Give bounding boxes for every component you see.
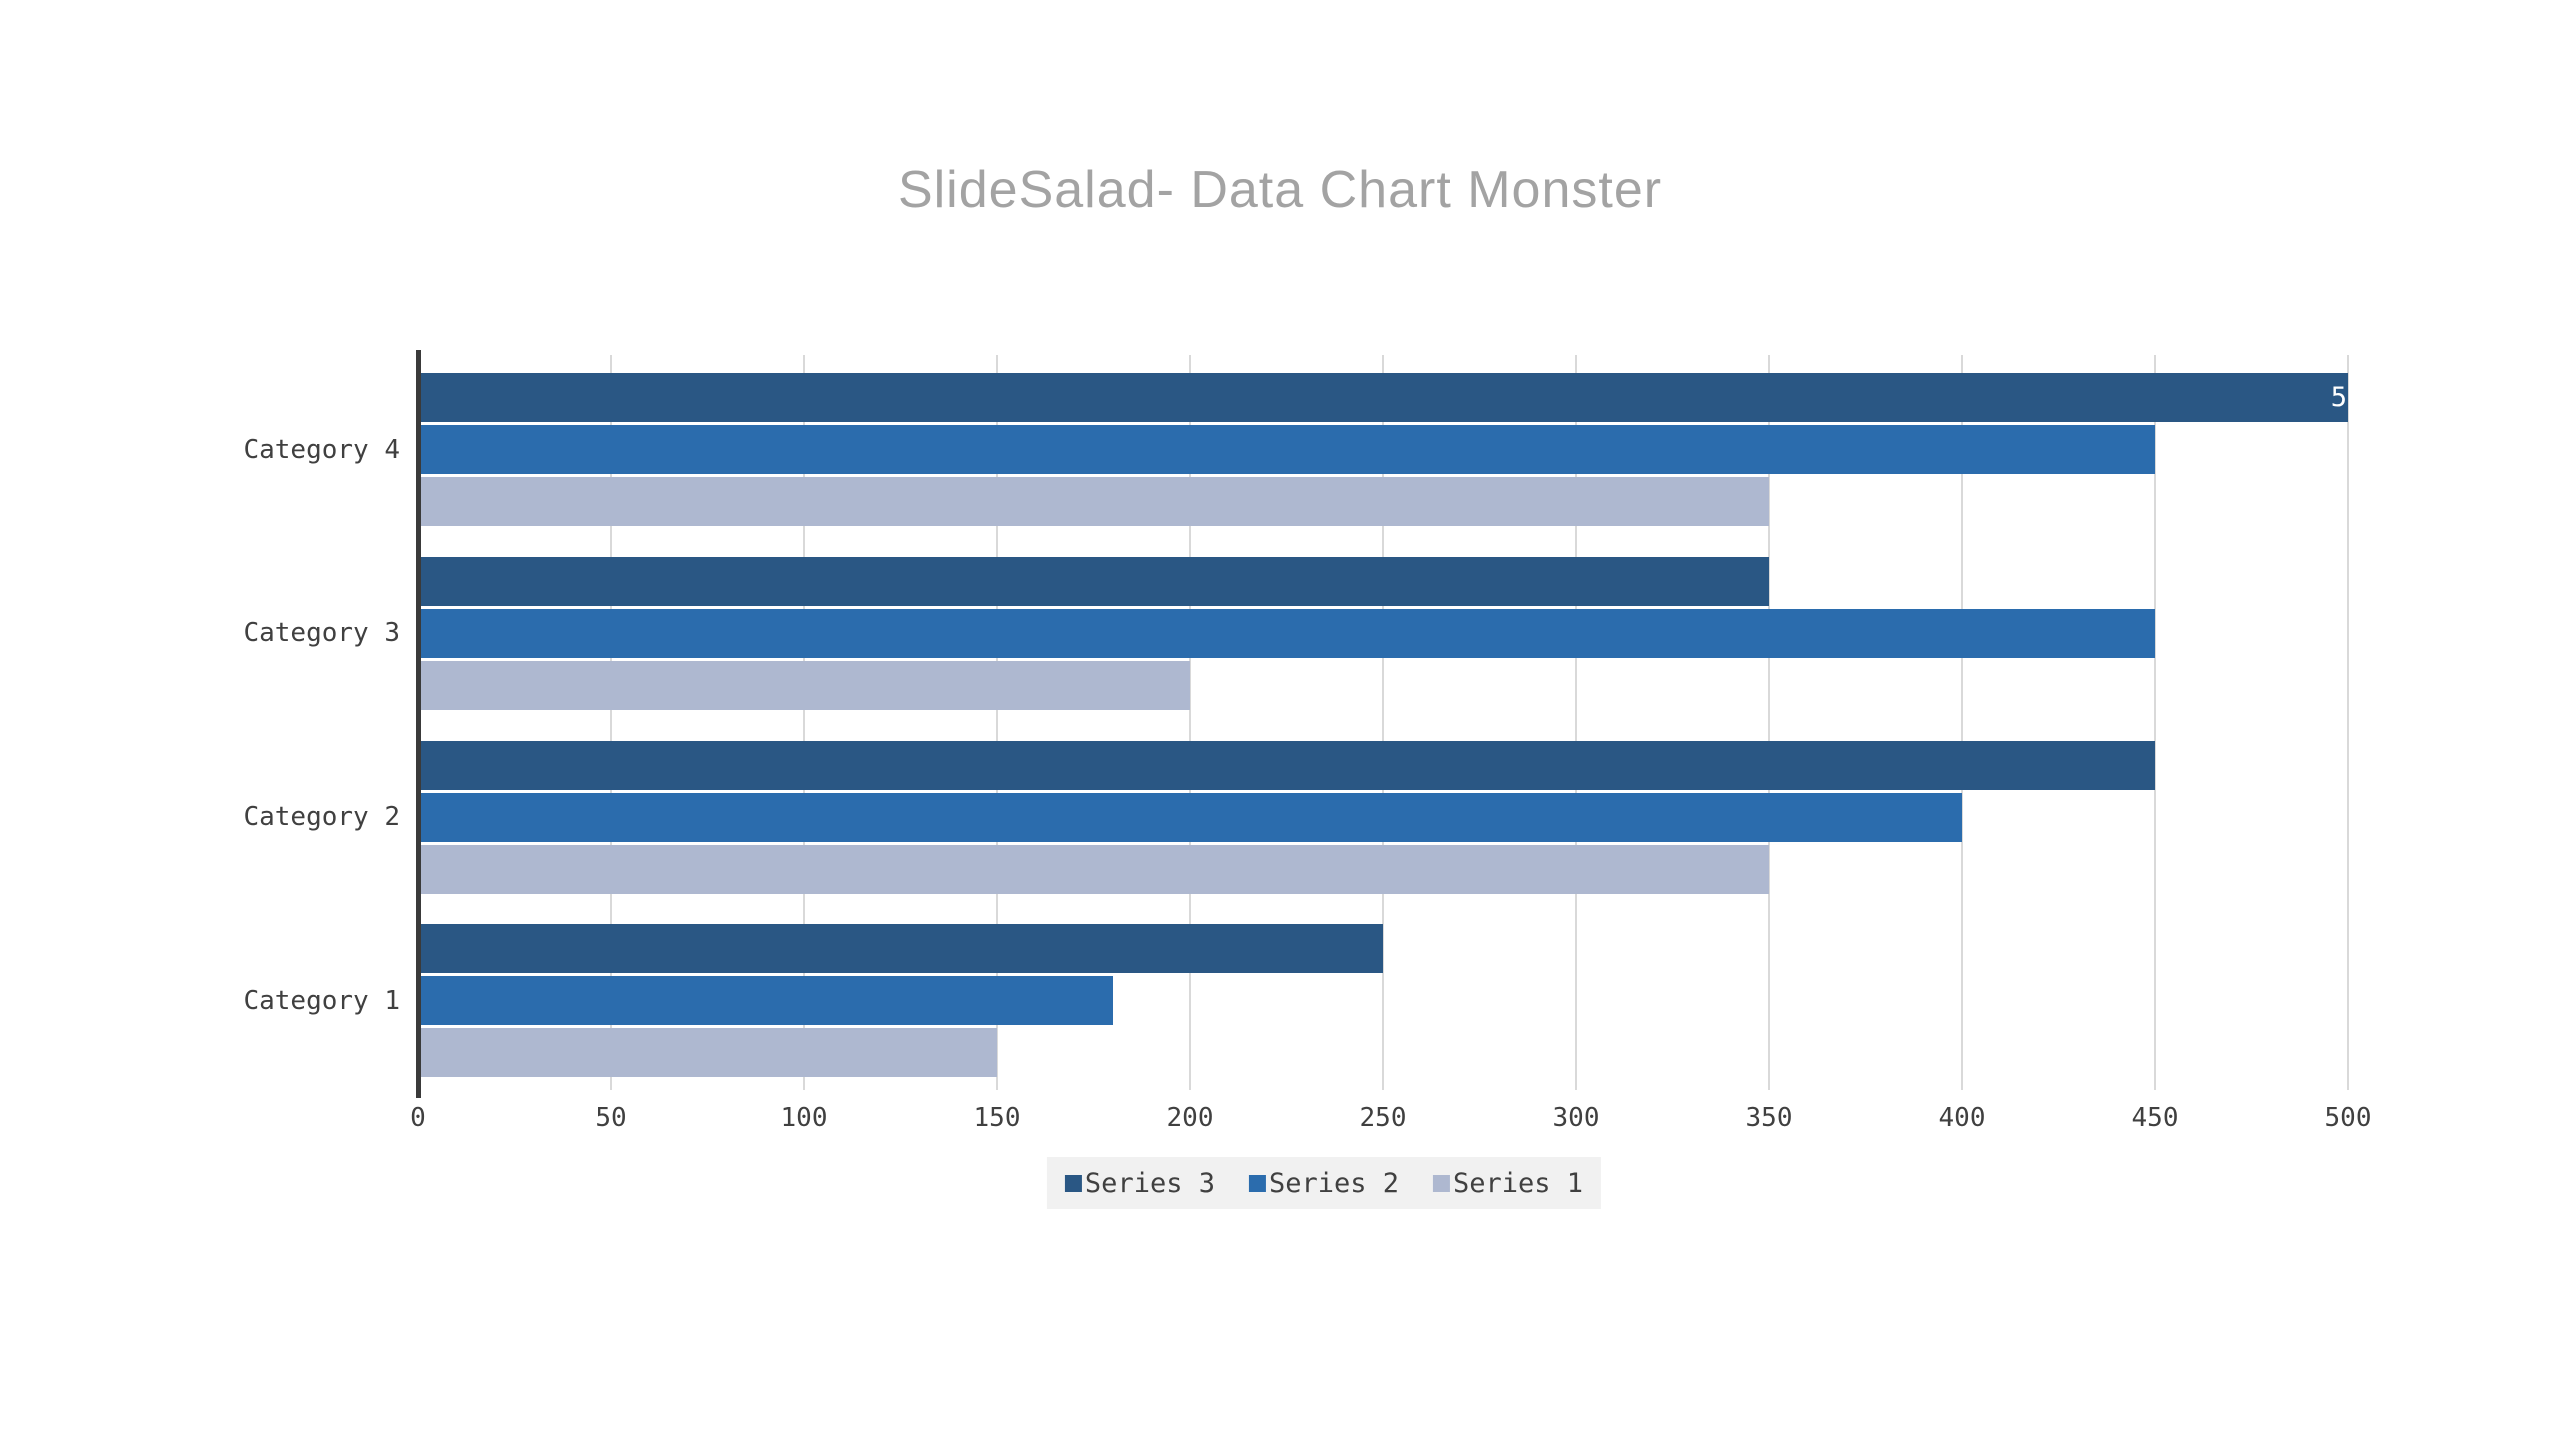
category-label-category-3: Category 3 [243, 618, 400, 649]
x-tick-label-500: 500 [2324, 1103, 2372, 1133]
bar-category-2-series-1[interactable] [418, 844, 1769, 894]
gridline-450 [2154, 355, 2156, 1090]
bar-category-2-series-2[interactable] [418, 792, 1962, 842]
x-tick-label-100: 100 [780, 1103, 828, 1133]
x-tick-label-450: 450 [2131, 1103, 2179, 1133]
x-tick-label-200: 200 [1166, 1103, 1214, 1133]
bar-category-4-series-2[interactable] [418, 425, 2155, 474]
bar-category-3-series-1[interactable] [418, 660, 1190, 710]
category-label-category-2: Category 2 [243, 802, 400, 832]
bar-category-3-series-3[interactable] [418, 556, 1769, 606]
bar-category-4-series-1[interactable] [418, 477, 1769, 526]
legend-label: Series 1 [1453, 1167, 1584, 1199]
category-label-category-1: Category 1 [243, 985, 400, 1016]
category-axis-labels: Category 4 Category 3 Category 2 Category 1 [0, 355, 400, 1090]
gridline-100 [803, 355, 805, 1090]
x-tick-label-400: 400 [1938, 1103, 1986, 1133]
gridline-500 [2347, 355, 2349, 1090]
gridline-350 [1768, 355, 1770, 1090]
y-axis-line [416, 350, 421, 1098]
legend-entry-series-3[interactable]: Series 3 [1064, 1167, 1215, 1199]
legend-label: Series 3 [1084, 1167, 1215, 1199]
bar-category-3-series-2[interactable] [418, 608, 2155, 658]
bar-category-1-series-3[interactable] [418, 924, 1383, 974]
legend-label: Series 2 [1268, 1167, 1400, 1199]
x-tick-label-50: 50 [595, 1103, 627, 1133]
legend-swatch-icon [1248, 1174, 1266, 1192]
legend-swatch-icon [1433, 1174, 1451, 1192]
gridline-50 [610, 355, 612, 1090]
bar-category-4-series-3[interactable]: 5 [418, 373, 2348, 422]
x-axis-tick-labels: 0 50 100 150 200 250 300 350 400 450 500 [410, 1100, 2371, 1136]
plot-area: 5 [416, 350, 2349, 1098]
category-label-category-4: Category 4 [243, 434, 400, 465]
legend-entry-series-2[interactable]: Series 2 [1248, 1167, 1400, 1199]
bar-category-1-series-2[interactable] [418, 976, 1113, 1026]
bar-category-1-series-1[interactable] [418, 1028, 997, 1078]
legend-swatch-icon [1064, 1174, 1082, 1192]
gridline-200 [1189, 355, 1191, 1090]
x-tick-label-300: 300 [1552, 1103, 1600, 1133]
x-tick-label-250: 250 [1359, 1103, 1407, 1133]
bar-category-2-series-3[interactable] [418, 740, 2155, 790]
gridline-300 [1575, 355, 1577, 1090]
chart-legend: Series 3 Series 2 Series 1 [1046, 1157, 1602, 1209]
gridline-250 [1382, 355, 1384, 1090]
x-tick-label-150: 150 [973, 1103, 1021, 1133]
chart-title: SlideSalad- Data Chart Monster [897, 161, 1663, 219]
gridline-150 [996, 355, 998, 1090]
bar-data-label: 5 [2330, 381, 2347, 413]
x-tick-label-350: 350 [1745, 1103, 1793, 1133]
x-tick-label-0: 0 [410, 1103, 426, 1133]
gridline-400 [1961, 355, 1963, 1090]
legend-entry-series-1[interactable]: Series 1 [1433, 1170, 1583, 1197]
